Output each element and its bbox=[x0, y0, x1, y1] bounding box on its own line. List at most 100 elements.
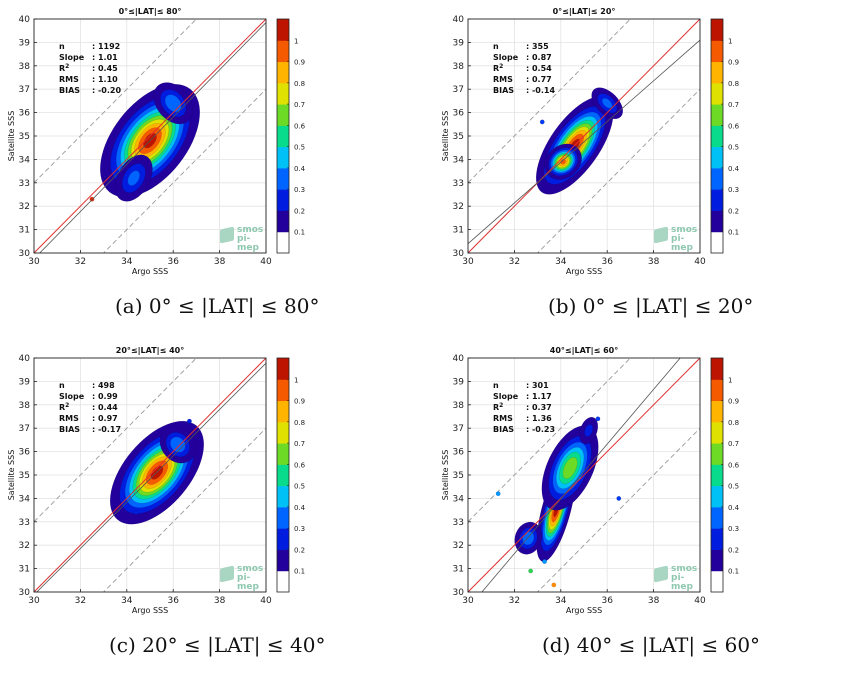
colorbar-tick-label: 0.1 bbox=[294, 568, 305, 576]
stat-label: Slope bbox=[59, 392, 85, 401]
y-tick-label: 34 bbox=[453, 494, 465, 504]
colorbar-tick-label: 0.9 bbox=[294, 398, 305, 406]
density-speck bbox=[616, 496, 622, 501]
y-tick-label: 35 bbox=[19, 132, 30, 142]
stat-label: RMS bbox=[59, 414, 79, 423]
y-tick-label: 31 bbox=[453, 565, 464, 575]
smos-logo: smos pi-mep bbox=[654, 564, 702, 592]
figure-caption: (c) 20° ≤ |LAT| ≤ 40° bbox=[109, 633, 326, 657]
stat-label: n bbox=[493, 42, 499, 51]
colorbar-segment bbox=[711, 421, 723, 444]
chart-panel-d: 30 32 34 36 38 40 30 31 32 33 34 35 36 37 38 39 40 40°≤|L… bbox=[434, 339, 868, 678]
y-tick-label: 37 bbox=[19, 424, 30, 434]
x-axis-label: Argo SSS bbox=[566, 267, 602, 276]
smos-logo: smos pi-mep bbox=[220, 564, 268, 592]
colorbar-segment bbox=[711, 506, 723, 529]
colorbar-segment bbox=[277, 40, 289, 63]
colorbar-tick-label: 0.6 bbox=[294, 461, 306, 469]
regression-line bbox=[468, 39, 700, 244]
colorbar-segment bbox=[711, 570, 723, 592]
colorbar-frame bbox=[710, 357, 724, 593]
colorbar-tick-label: 1 bbox=[728, 376, 732, 384]
x-tick-label: 32 bbox=[75, 596, 86, 606]
stat-label: n bbox=[59, 381, 65, 390]
stat-value: : 0.44 bbox=[92, 403, 118, 412]
x-axis-label: Argo SSS bbox=[132, 606, 168, 615]
density-chart: 30 32 34 36 38 40 30 31 32 33 34 35 36 37 38 39 40 40°≤|L… bbox=[441, 346, 740, 615]
stat-label: RMS bbox=[493, 414, 513, 423]
colorbar-segment bbox=[277, 189, 289, 211]
x-tick-label: 38 bbox=[648, 596, 660, 606]
logo-mark-icon bbox=[654, 226, 668, 244]
stat-label: n bbox=[59, 42, 65, 51]
stat-value: : -0.17 bbox=[92, 425, 121, 434]
colorbar-tick-label: 0.2 bbox=[294, 546, 305, 554]
colorbar-segment bbox=[711, 358, 723, 380]
x-tick-label: 30 bbox=[28, 596, 40, 606]
colorbar-tick-label: 0.7 bbox=[294, 440, 305, 448]
y-tick-label: 40 bbox=[19, 15, 31, 25]
y-tick-label: 39 bbox=[453, 38, 465, 48]
density-contour bbox=[584, 424, 593, 437]
y-tick-label: 40 bbox=[19, 354, 31, 364]
colorbar-segment bbox=[277, 400, 289, 423]
smos-logo: smos pi-mep bbox=[654, 225, 702, 253]
stat-value: : 0.77 bbox=[526, 75, 552, 84]
y-tick-label: 30 bbox=[453, 588, 465, 598]
colorbar-tick-label: 0.7 bbox=[294, 101, 305, 109]
stat-value: : 0.37 bbox=[526, 403, 552, 412]
y-tick-label: 33 bbox=[453, 179, 464, 189]
y-tick-label: 39 bbox=[19, 377, 31, 387]
stat-label: R2 bbox=[59, 402, 69, 412]
density-speck bbox=[495, 491, 501, 497]
logo-text-line2: pi-mep bbox=[671, 573, 693, 592]
envelope-dashed-line bbox=[468, 19, 632, 184]
x-tick-label: 40 bbox=[260, 596, 272, 606]
density-contour bbox=[560, 159, 566, 165]
colorbar-tick-label: 1 bbox=[728, 37, 732, 45]
colorbar-segment bbox=[277, 570, 289, 592]
chart-panel-b: 30 32 34 36 38 40 30 31 32 33 34 35 36 37 38 39 40 0°≤|LA… bbox=[434, 0, 868, 339]
envelope-dashed-line bbox=[34, 19, 198, 184]
one-to-one-line bbox=[34, 358, 266, 592]
envelope-dashed-line bbox=[468, 358, 632, 523]
colorbar-tick-label: 0.5 bbox=[294, 483, 305, 491]
y-tick-label: 34 bbox=[453, 155, 465, 165]
colorbar-tick-label: 0.6 bbox=[728, 122, 740, 130]
logo-text-line1: smos bbox=[671, 225, 698, 235]
colorbar-segment bbox=[711, 379, 723, 402]
one-to-one-line bbox=[468, 19, 700, 253]
y-tick-label: 38 bbox=[19, 62, 31, 72]
envelope-dashed-line bbox=[102, 88, 266, 253]
y-axis-label: Satellite SSS bbox=[441, 450, 450, 501]
y-tick-label: 40 bbox=[453, 15, 465, 25]
density-speck bbox=[551, 582, 557, 588]
density-chart: 30 32 34 36 38 40 30 31 32 33 34 35 36 37 38 39 40 0°≤|LA… bbox=[441, 7, 740, 276]
colorbar-segment bbox=[711, 40, 723, 63]
colorbar-segment bbox=[277, 528, 289, 550]
colorbar-segment bbox=[277, 358, 289, 380]
colorbar-tick-label: 0.4 bbox=[294, 165, 306, 173]
colorbar-tick-label: 0.9 bbox=[728, 398, 739, 406]
y-tick-label: 36 bbox=[19, 448, 31, 458]
colorbar-tick-label: 0.1 bbox=[728, 229, 739, 237]
chart-panel-a: 30 32 34 36 38 40 30 31 32 33 34 35 36 37 38 39 40 0°≤|LA… bbox=[0, 0, 434, 339]
y-tick-label: 30 bbox=[453, 249, 465, 259]
colorbar-segment bbox=[711, 231, 723, 253]
y-tick-label: 31 bbox=[19, 565, 30, 575]
x-tick-label: 32 bbox=[509, 596, 520, 606]
plot-content bbox=[34, 358, 266, 592]
stat-value: : 1.10 bbox=[92, 75, 118, 84]
colorbar-segment bbox=[711, 443, 723, 465]
colorbar-tick-label: 0.5 bbox=[294, 144, 305, 152]
logo-mark-icon bbox=[220, 226, 234, 244]
colorbar-tick-label: 0.8 bbox=[294, 419, 305, 427]
envelope-dashed-line bbox=[536, 427, 700, 592]
stat-value: : 0.87 bbox=[526, 53, 552, 62]
colorbar-segment bbox=[277, 61, 289, 84]
colorbar-segment bbox=[277, 146, 289, 169]
density-chart: 30 32 34 36 38 40 30 31 32 33 34 35 36 37 38 39 40 0°≤|LA… bbox=[7, 7, 306, 276]
x-tick-label: 30 bbox=[462, 257, 474, 267]
x-tick-label: 36 bbox=[601, 596, 613, 606]
colorbar-segment bbox=[711, 104, 723, 126]
